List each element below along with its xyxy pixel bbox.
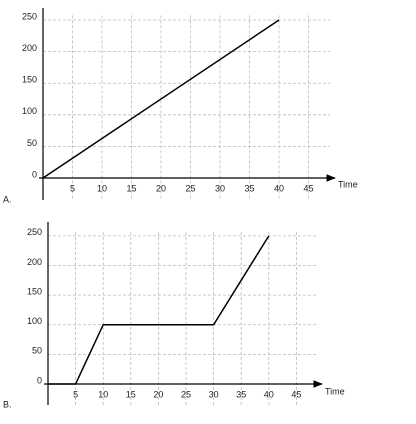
x-tick-label: 40 xyxy=(274,183,284,193)
x-tick-label: 10 xyxy=(98,389,108,399)
y-tick-label: 50 xyxy=(27,138,37,148)
x-tick-label: 45 xyxy=(303,183,313,193)
y-tick-label: 100 xyxy=(22,106,37,116)
x-tick-label: 20 xyxy=(153,389,163,399)
chart-label: A. xyxy=(3,194,12,204)
y-tick-label: 150 xyxy=(22,75,37,85)
data-line xyxy=(48,235,270,385)
x-tick-label: 20 xyxy=(156,183,166,193)
x-tick-label: 15 xyxy=(126,183,136,193)
data-line xyxy=(42,19,280,179)
x-tick-label: 35 xyxy=(236,389,246,399)
y-tick-label: 200 xyxy=(22,43,37,53)
y-tick-label: 0 xyxy=(37,375,42,385)
y-tick-label: 250 xyxy=(22,11,37,21)
x-tick-label: 30 xyxy=(209,389,219,399)
x-tick-label: 5 xyxy=(73,389,78,399)
x-axis-label: Time xyxy=(338,179,358,189)
x-tick-label: 5 xyxy=(70,183,75,193)
x-tick-label: 35 xyxy=(244,183,254,193)
y-tick-label: 0 xyxy=(32,169,37,179)
x-tick-label: 40 xyxy=(264,389,274,399)
x-axis-label: Time xyxy=(325,386,345,396)
x-tick-label: 45 xyxy=(291,389,301,399)
x-tick-label: 15 xyxy=(126,389,136,399)
y-tick-label: 50 xyxy=(32,346,42,356)
x-tick-label: 30 xyxy=(215,183,225,193)
y-tick-label: 150 xyxy=(27,286,42,296)
x-tick-label: 25 xyxy=(181,389,191,399)
y-tick-label: 200 xyxy=(27,257,42,267)
chart-label: B. xyxy=(3,399,12,409)
y-tick-label: 250 xyxy=(27,227,42,237)
x-tick-label: 10 xyxy=(97,183,107,193)
y-tick-label: 100 xyxy=(27,316,42,326)
x-tick-label: 25 xyxy=(185,183,195,193)
